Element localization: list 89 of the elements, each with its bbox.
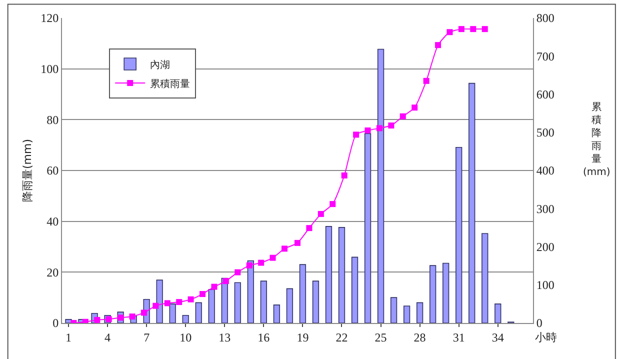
y2-tick-label: 100 — [536, 278, 554, 292]
point — [176, 299, 182, 306]
bar — [364, 133, 372, 323]
x-tick-label: 34 — [492, 330, 504, 344]
y-tick-label: 120 — [40, 11, 59, 26]
point — [400, 113, 406, 120]
bar — [182, 314, 189, 323]
bar — [273, 304, 280, 323]
point — [294, 240, 300, 246]
y-axis-title: 降雨量(mm) — [21, 138, 34, 202]
y2-tick-label: 0 — [536, 316, 542, 330]
bar — [442, 262, 450, 323]
bar — [312, 280, 320, 323]
bar — [169, 304, 176, 323]
bar — [390, 297, 398, 323]
bar — [468, 82, 476, 323]
x-tick-label: 31 — [452, 330, 465, 344]
bar — [195, 302, 202, 323]
point — [435, 42, 442, 48]
y-tick-label: 80 — [46, 112, 59, 127]
point — [281, 246, 288, 252]
point — [388, 122, 394, 129]
bar — [156, 280, 163, 323]
y-tick-label: 0 — [52, 316, 59, 330]
point — [188, 296, 194, 302]
point — [423, 78, 430, 84]
y2-tick-label: 800 — [536, 11, 554, 26]
bar — [260, 280, 267, 323]
y2-tick-label: 200 — [536, 240, 554, 254]
point — [470, 26, 476, 32]
point — [211, 284, 218, 290]
point — [152, 302, 159, 309]
y-tick-label: 40 — [46, 214, 59, 229]
legend-label: 內湖 — [150, 58, 170, 71]
x-axis-title: 小時 — [535, 331, 557, 344]
point — [353, 132, 360, 138]
bar — [351, 256, 358, 323]
y-tick-label: 60 — [46, 164, 59, 178]
bar — [377, 48, 384, 323]
point — [318, 210, 324, 217]
bar — [338, 227, 346, 323]
bar — [429, 265, 436, 323]
y2-tick-label: 600 — [536, 87, 554, 102]
point — [164, 300, 170, 306]
y2-axis-title: 累積降雨量(mm) — [583, 102, 610, 178]
y-tick-label: 100 — [40, 62, 59, 76]
x-tick-label: 7 — [144, 330, 150, 344]
point — [376, 125, 382, 132]
point — [234, 269, 241, 276]
legend-label: 累積雨量 — [150, 78, 190, 90]
x-tick-label: 22 — [336, 330, 348, 344]
point — [330, 201, 336, 208]
x-tick-label: 10 — [180, 330, 192, 344]
bar — [234, 282, 241, 323]
x-tick-label: 1 — [66, 330, 72, 344]
x-tick-label: 25 — [374, 330, 387, 344]
bar — [299, 264, 306, 323]
point — [341, 172, 348, 178]
point — [270, 254, 276, 261]
bar — [482, 233, 488, 323]
bar — [208, 289, 215, 323]
x-tick-label: 4 — [104, 330, 111, 344]
x-tick-label: 13 — [218, 330, 231, 344]
point — [200, 291, 206, 298]
point — [129, 314, 136, 320]
bar — [494, 304, 502, 323]
point — [458, 26, 464, 32]
x-tick-label: 28 — [414, 330, 426, 344]
bar — [325, 226, 332, 323]
y2-tick-label: 300 — [536, 202, 554, 216]
x-tick-label: 16 — [258, 330, 270, 344]
point — [246, 262, 252, 268]
point — [258, 260, 264, 266]
point — [364, 127, 371, 134]
point — [482, 26, 488, 32]
bar — [286, 288, 294, 323]
y-tick-label: 20 — [46, 265, 59, 280]
point — [222, 278, 229, 284]
bar — [456, 146, 462, 323]
y2-tick-label: 700 — [536, 49, 554, 64]
point — [412, 104, 418, 111]
point — [306, 225, 312, 232]
bar — [403, 306, 410, 323]
bar — [416, 302, 424, 323]
y2-tick-label: 400 — [536, 164, 554, 178]
point — [446, 29, 453, 36]
bar — [247, 260, 254, 323]
y2-tick-label: 500 — [536, 126, 554, 140]
x-tick-label: 19 — [296, 330, 309, 344]
